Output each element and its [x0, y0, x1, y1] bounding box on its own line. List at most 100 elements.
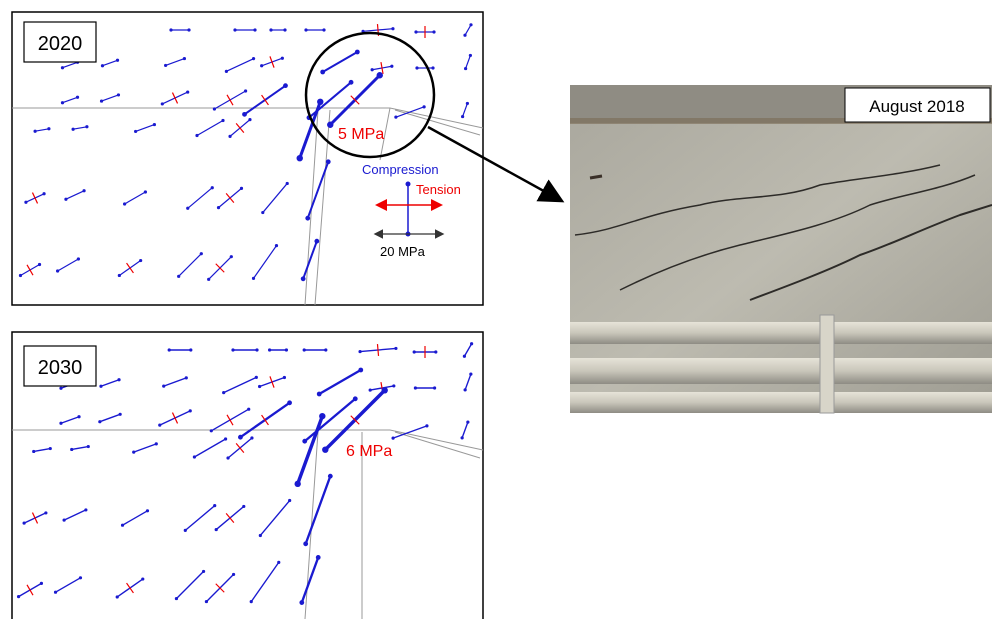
glyph-end [183, 57, 186, 60]
glyph-end [168, 348, 171, 351]
glyph-end [431, 66, 434, 69]
glyph-end [316, 555, 321, 560]
glyph-end [317, 392, 322, 397]
year-label: 2020 [38, 33, 83, 55]
glyph-end [187, 28, 190, 31]
glyph-end [324, 348, 327, 351]
glyph-end [134, 130, 137, 133]
glyph-end [394, 116, 397, 119]
stress-annotation: 5 MPa [338, 126, 384, 143]
glyph-end [285, 348, 288, 351]
glyph-end [226, 456, 229, 459]
glyph-end [248, 118, 251, 121]
glyph-end [381, 387, 387, 393]
glyph-end [87, 445, 90, 448]
glyph-end [141, 577, 144, 580]
glyph-end [470, 342, 473, 345]
glyph-end [184, 529, 187, 532]
glyph-end [355, 50, 360, 55]
glyph-end [222, 391, 225, 394]
glyph-end [299, 600, 304, 605]
glyph-end [287, 400, 292, 405]
glyph-end [390, 65, 393, 68]
glyph-end [391, 437, 394, 440]
glyph-end [281, 57, 284, 60]
photo-caption: August 2018 [869, 97, 964, 116]
glyph-end [49, 447, 52, 450]
glyph-end [24, 201, 27, 204]
glyph-end [268, 348, 271, 351]
glyph-end [117, 93, 120, 96]
glyph-end [232, 573, 235, 576]
glyph-end [304, 28, 307, 31]
glyph-end [38, 263, 41, 266]
glyph-end [469, 54, 472, 57]
glyph-end [314, 239, 319, 244]
glyph-end [59, 387, 62, 390]
glyph-end [414, 30, 417, 33]
photo [570, 85, 992, 413]
figure: 2020 2030 5 MPa 6 MPa Compression Tensio… [0, 0, 992, 619]
glyph-end [225, 70, 228, 73]
glyph-end [305, 216, 310, 221]
glyph-end [195, 134, 198, 137]
glyph-end [328, 474, 333, 479]
glyph-end [377, 72, 383, 78]
glyph-end [44, 511, 47, 514]
glyph-end [327, 122, 333, 128]
glyph-end [466, 421, 469, 424]
glyph-end [461, 436, 464, 439]
glyph-end [121, 524, 124, 527]
glyph-end [213, 504, 216, 507]
year-label: 2030 [38, 357, 83, 379]
glyph-end [217, 206, 220, 209]
glyph-end [56, 269, 59, 272]
glyph-end [319, 413, 325, 419]
glyph-end [139, 259, 142, 262]
glyph-end [250, 600, 253, 603]
glyph-end [177, 275, 180, 278]
glyph-end [189, 409, 192, 412]
glyph-end [118, 274, 121, 277]
glyph-end [210, 429, 213, 432]
glyph-end [252, 277, 255, 280]
glyph-end [303, 541, 308, 546]
glyph-end [260, 64, 263, 67]
legend-scale: 20 MPa [380, 244, 426, 259]
glyph-end [415, 66, 418, 69]
glyph-end [322, 28, 325, 31]
glyph-end [244, 89, 247, 92]
glyph-end [371, 68, 374, 71]
glyph-end [233, 28, 236, 31]
glyph-end [153, 123, 156, 126]
glyph-end [72, 128, 75, 131]
glyph-end [215, 528, 218, 531]
glyph-end [230, 255, 233, 258]
glyph-end [286, 182, 289, 185]
glyph-end [186, 90, 189, 93]
glyph-end [193, 455, 196, 458]
glyph-end [469, 373, 472, 376]
glyph-end [61, 66, 64, 69]
glyph-end [326, 159, 331, 164]
glyph-end [297, 155, 303, 161]
glyph-end [242, 505, 245, 508]
glyph-end [100, 99, 103, 102]
glyph-end [19, 274, 22, 277]
glyph-end [317, 99, 323, 105]
glyph-end [261, 211, 264, 214]
glyph-end [392, 384, 395, 387]
glyph-end [61, 101, 64, 104]
glyph-end [250, 436, 253, 439]
glyph-end [231, 348, 234, 351]
glyph-end [322, 446, 328, 452]
glyph-end [394, 347, 397, 350]
glyph-end [162, 385, 165, 388]
glyph-end [283, 28, 286, 31]
glyph-end [464, 388, 467, 391]
glyph-end [54, 591, 57, 594]
glyph-end [433, 386, 436, 389]
glyph-end [349, 80, 354, 85]
glyph-end [425, 424, 428, 427]
glyph-end [247, 408, 250, 411]
